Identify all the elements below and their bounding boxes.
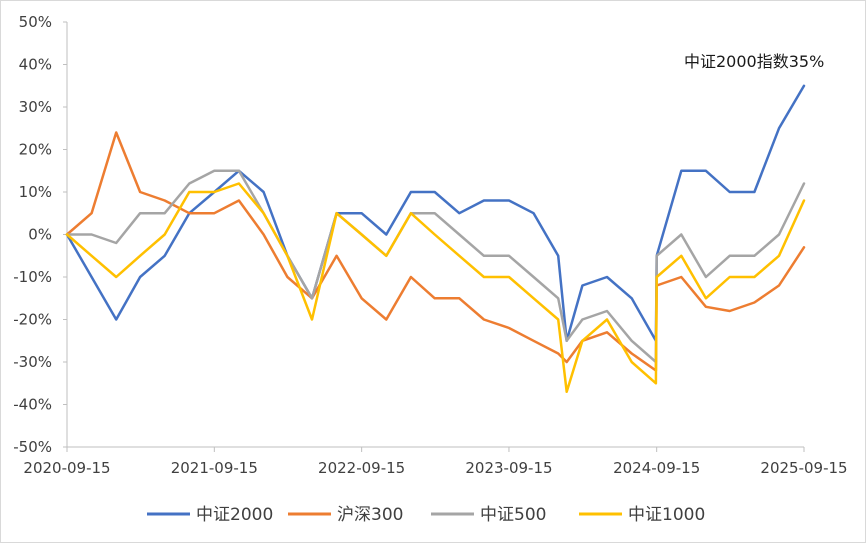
series-line <box>65 182 806 394</box>
x-axis-labels: 2020-09-15 2021-09-15 2022-09-15 2023-09-15… <box>23 459 847 477</box>
x-tick-label: 2022-09-15 <box>318 459 405 477</box>
series-line <box>65 169 806 364</box>
annotation-label: 中证2000指数35% <box>684 52 824 71</box>
y-tick-label: 40% <box>19 56 52 74</box>
legend-label: 中证1000 <box>628 505 705 525</box>
x-tick-label: 2024-09-15 <box>613 459 700 477</box>
y-tick-label: 20% <box>19 141 52 159</box>
y-tick-label: -10% <box>13 268 52 286</box>
y-axis-labels: 50% 40% 30% 20% 10% 0% -10% -20% -30% -40% -50% <box>13 13 52 456</box>
y-tick-label: -40% <box>13 396 52 414</box>
x-tick-label: 2023-09-15 <box>465 459 552 477</box>
legend-label: 中证2000 <box>196 505 273 525</box>
series-line <box>65 131 806 372</box>
legend-label: 沪深300 <box>337 505 403 525</box>
y-tick-label: 50% <box>19 13 52 31</box>
y-tick-label: -50% <box>13 438 52 456</box>
legend-label: 中证500 <box>480 505 546 525</box>
y-tick-label: -20% <box>13 311 52 329</box>
y-tick-marks <box>63 21 67 448</box>
series-line <box>65 84 806 343</box>
x-tick-marks <box>66 447 805 452</box>
x-tick-label: 2025-09-15 <box>760 459 847 477</box>
legend: 中证2000 沪深300 中证500 中证1000 <box>147 505 705 525</box>
series-layer <box>65 84 806 394</box>
y-tick-label: 10% <box>19 183 52 201</box>
y-tick-label: -30% <box>13 353 52 371</box>
x-tick-label: 2021-09-15 <box>171 459 258 477</box>
x-tick-label: 2020-09-15 <box>23 459 110 477</box>
y-tick-label: 0% <box>28 226 52 244</box>
y-tick-label: 30% <box>19 98 52 116</box>
